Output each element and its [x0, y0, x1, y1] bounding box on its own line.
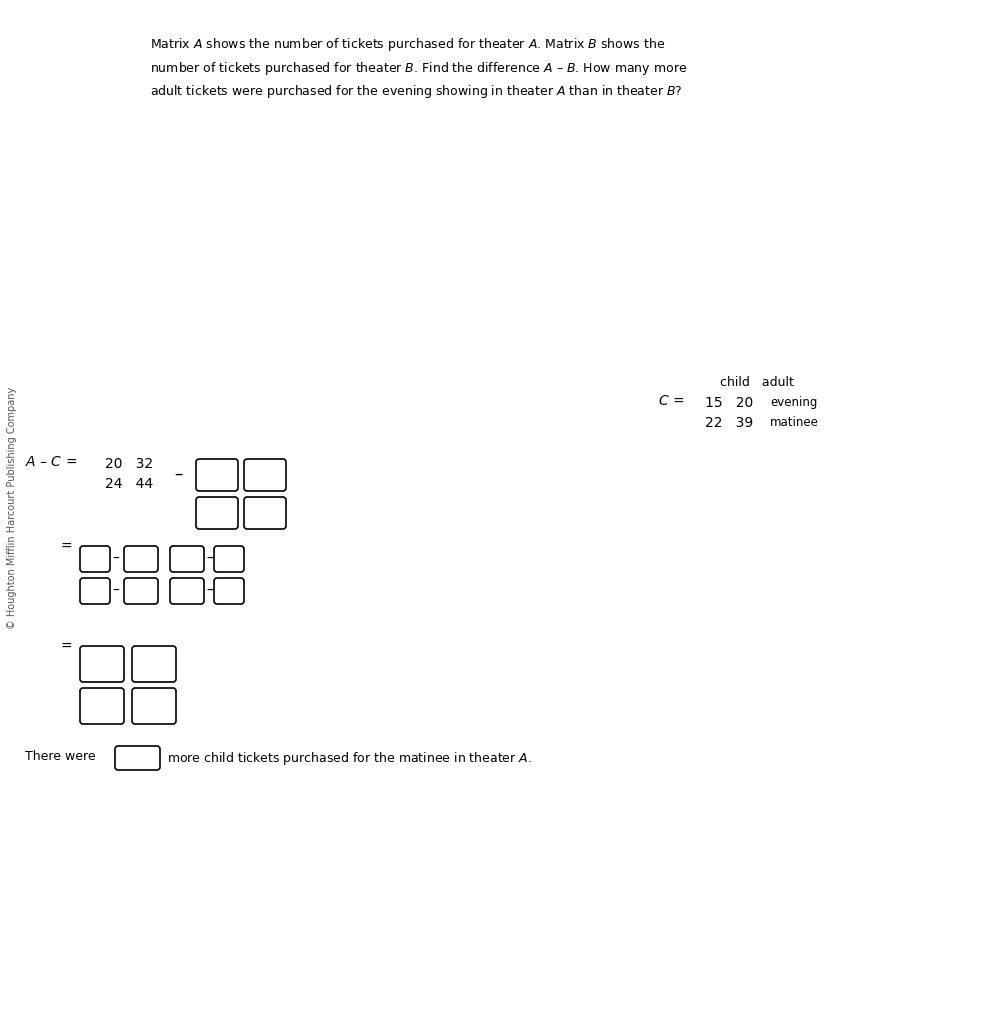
Text: EXAMPLE 1: EXAMPLE 1 [34, 43, 108, 56]
Text: 12   25: 12 25 [189, 180, 237, 194]
Text: matinee: matinee [138, 138, 190, 151]
Text: 20   32: 20 32 [105, 457, 153, 471]
Text: 20   32: 20 32 [72, 120, 120, 134]
FancyBboxPatch shape [124, 546, 158, 572]
FancyBboxPatch shape [18, 36, 124, 62]
Text: –: – [206, 552, 213, 566]
FancyBboxPatch shape [80, 646, 124, 682]
Text: 15   32: 15 32 [189, 198, 237, 212]
FancyBboxPatch shape [196, 497, 238, 529]
Polygon shape [124, 36, 140, 62]
Text: –: – [112, 584, 119, 598]
Text: =: = [60, 253, 71, 267]
FancyBboxPatch shape [170, 546, 204, 572]
Text: 8     7: 8 7 [81, 255, 121, 269]
Text: Do the Math: Do the Math [25, 334, 140, 352]
Text: –: – [112, 552, 119, 566]
Text: $B$ =: $B$ = [478, 120, 504, 134]
Text: =: = [60, 215, 71, 229]
Text: 12   25: 12 25 [522, 120, 571, 134]
Text: There were: There were [25, 750, 96, 763]
FancyBboxPatch shape [170, 578, 204, 604]
Text: 20 – 12   32 – 25: 20 – 12 32 – 25 [81, 217, 196, 231]
Text: 24   44: 24 44 [99, 198, 147, 212]
FancyBboxPatch shape [124, 578, 158, 604]
Text: 15   20: 15 20 [705, 396, 754, 410]
Text: matinee: matinee [586, 138, 638, 151]
Text: 20   32: 20 32 [99, 180, 147, 194]
Text: 22   39: 22 39 [705, 416, 754, 430]
FancyBboxPatch shape [132, 646, 176, 682]
Text: child   adult: child adult [100, 102, 174, 115]
Text: evening: evening [770, 396, 817, 409]
FancyBboxPatch shape [214, 578, 244, 604]
FancyBboxPatch shape [244, 497, 286, 529]
FancyBboxPatch shape [10, 328, 979, 358]
Text: more child tickets purchased for the matinee in theater $A$.: more child tickets purchased for the mat… [167, 750, 532, 767]
Text: =: = [60, 640, 71, 654]
FancyBboxPatch shape [80, 578, 110, 604]
Text: child   adult: child adult [720, 376, 794, 389]
FancyBboxPatch shape [214, 546, 244, 572]
FancyBboxPatch shape [132, 688, 176, 724]
Text: $A$ – $B$ =: $A$ – $B$ = [25, 178, 77, 192]
Text: Matrix $C$ shows the number of tickets purchased for theater $C$. Find the
diffe: Matrix $C$ shows the number of tickets p… [25, 370, 473, 433]
Text: 9   12: 9 12 [81, 273, 121, 287]
Text: $A$ =: $A$ = [25, 120, 51, 134]
FancyBboxPatch shape [80, 546, 110, 572]
Text: evening: evening [138, 120, 188, 133]
Text: The entry 7 represents the difference in the number of adult tickets purchased f: The entry 7 represents the difference in… [25, 288, 702, 325]
FancyBboxPatch shape [10, 8, 979, 1008]
Text: –: – [168, 186, 176, 204]
Text: © Houghton Mifflin Harcourt Publishing Company: © Houghton Mifflin Harcourt Publishing C… [7, 387, 17, 629]
Text: 24 – 15   44 – 32: 24 – 15 44 – 32 [81, 235, 196, 249]
Text: =: = [60, 539, 71, 554]
FancyBboxPatch shape [80, 688, 124, 724]
Text: –: – [206, 584, 213, 598]
Text: $A$ – $C$ =: $A$ – $C$ = [25, 455, 77, 469]
Text: matinee: matinee [770, 416, 819, 429]
Text: child   adult: child adult [530, 102, 604, 115]
Text: evening: evening [586, 120, 636, 133]
Text: Matrix $A$ shows the number of tickets purchased for theater $A$. Matrix $B$ sho: Matrix $A$ shows the number of tickets p… [150, 36, 687, 101]
Text: Matrices $A$ and $B$ have the same dimensions, so you can subtract their corresp: Matrices $A$ and $B$ have the same dimen… [25, 158, 692, 175]
Text: 24   44: 24 44 [72, 138, 120, 152]
Text: –: – [174, 465, 182, 483]
Text: $C$ =: $C$ = [658, 394, 684, 408]
Text: 15   32: 15 32 [522, 138, 571, 152]
FancyBboxPatch shape [115, 746, 160, 770]
FancyBboxPatch shape [196, 459, 238, 491]
FancyBboxPatch shape [244, 459, 286, 491]
Text: 24   44: 24 44 [105, 477, 153, 491]
